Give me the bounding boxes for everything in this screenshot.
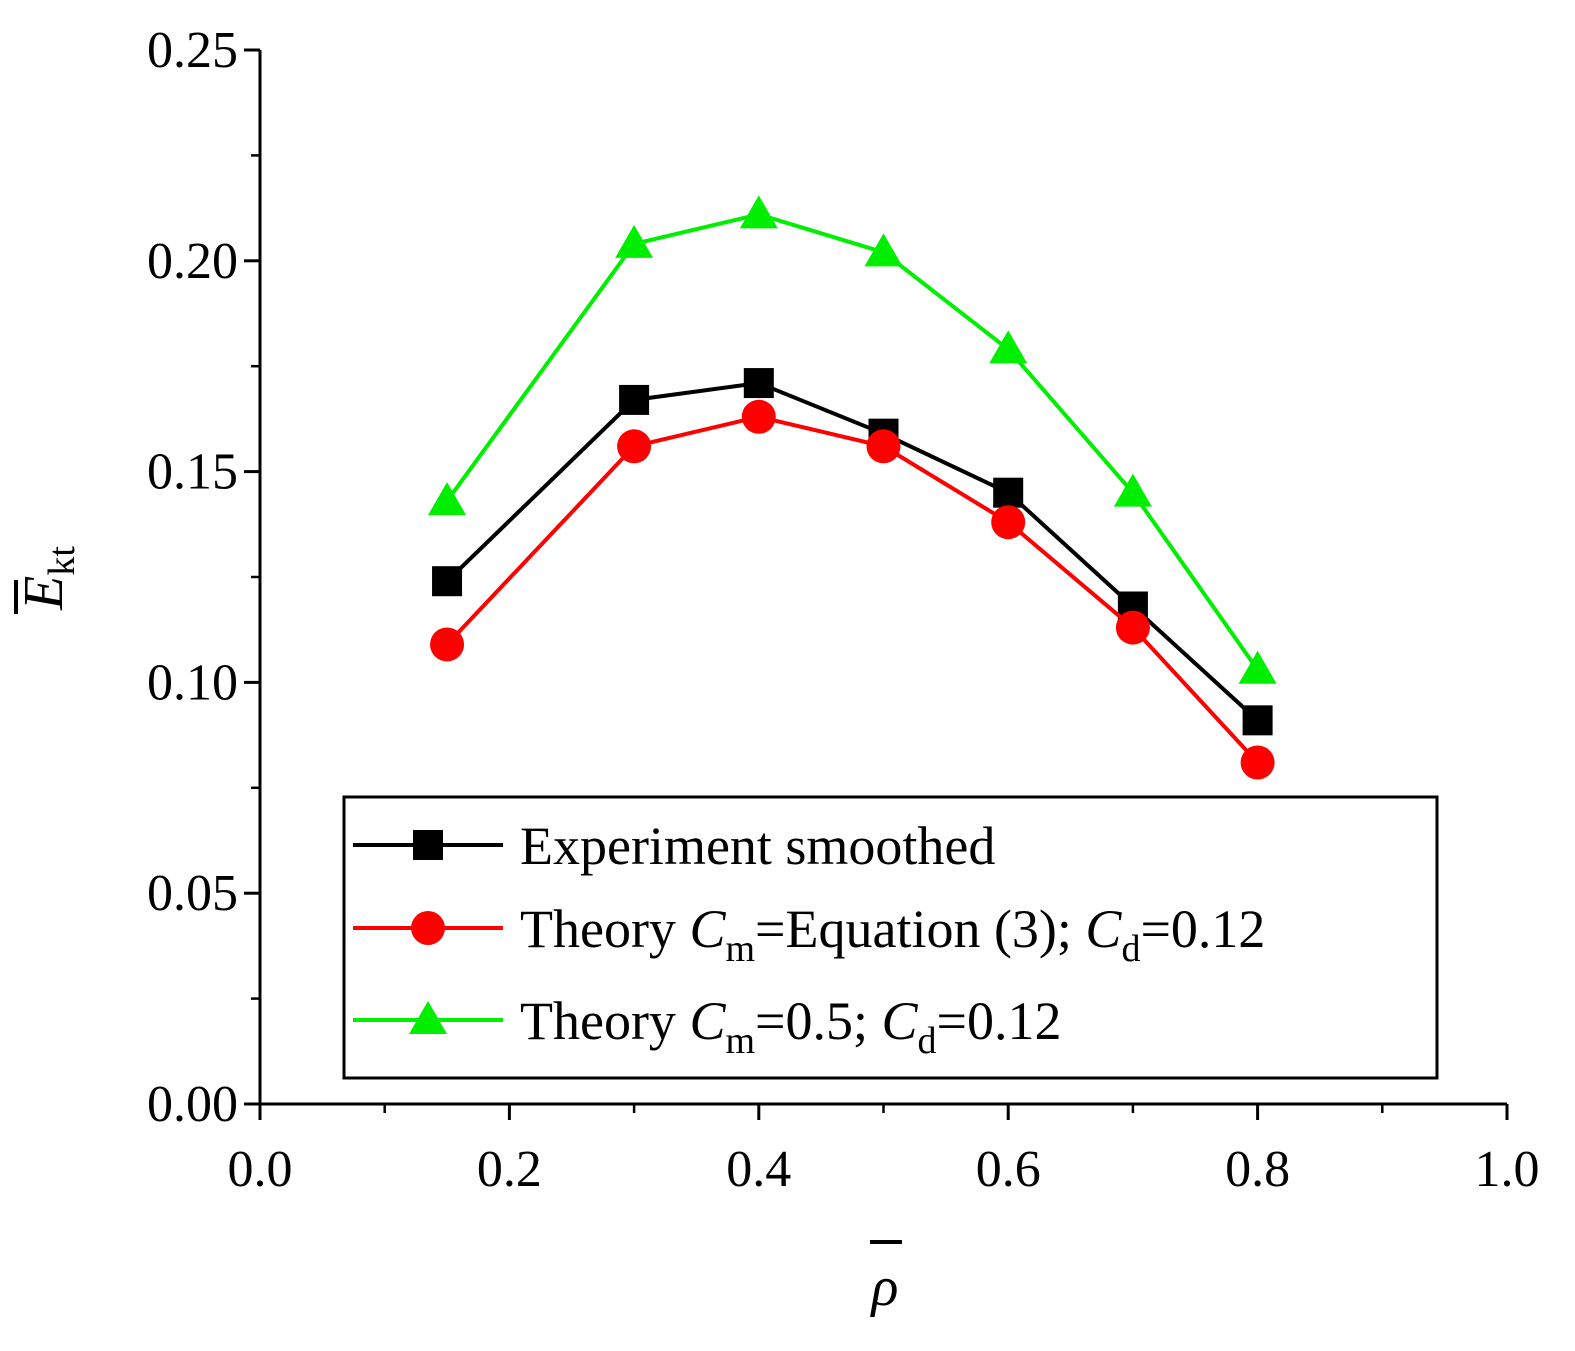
- data-point: [617, 429, 652, 464]
- data-point: [1242, 705, 1273, 736]
- y-axis-title: Ekt: [13, 546, 83, 611]
- x-tick-label: 0.0: [228, 1141, 293, 1198]
- data-point: [430, 627, 465, 662]
- legend-label-part: C: [882, 991, 919, 1051]
- data-point: [432, 566, 463, 597]
- legend-label-part: C: [689, 991, 726, 1051]
- x-tick-label: 0.8: [1225, 1141, 1290, 1198]
- legend-marker: [409, 1001, 447, 1034]
- x-tick-label: 0.4: [726, 1141, 791, 1198]
- y-axis-title-sub: kt: [41, 546, 83, 576]
- data-point: [866, 429, 901, 464]
- legend-entry-3: Theory Cm=0.5; Cd=0.12: [353, 991, 1062, 1062]
- data-point: [428, 482, 467, 516]
- legend-label-part: Experiment smoothed: [520, 816, 995, 876]
- legend-label-part: C: [689, 899, 726, 959]
- axes-group: 0.00 0.05 0.10 0.15 0.20 0.25 0.0 0.2 0.4 0.6 0.8 1…: [147, 22, 1540, 1198]
- data-point: [1240, 745, 1275, 780]
- legend-label-subscript: m: [725, 1020, 755, 1062]
- data-point: [741, 399, 776, 434]
- series-group: [428, 195, 1277, 780]
- legend-label: Theory Cm=Equation (3); Cd=0.12: [520, 899, 1265, 970]
- data-point: [739, 195, 778, 229]
- legend-label-part: =0.5;: [755, 991, 881, 1051]
- legend-entry-1: Experiment smoothed: [353, 816, 995, 876]
- legend-marker: [411, 911, 445, 945]
- x-tick-label: 0.2: [477, 1141, 542, 1198]
- series-line: [445, 414, 1260, 764]
- legend-box: [342, 795, 1439, 1080]
- series-1: [432, 368, 1273, 736]
- x-axis-title: ρ: [870, 1256, 899, 1318]
- y-tick-label: 0.10: [147, 654, 238, 711]
- data-point: [743, 368, 774, 399]
- data-point: [1238, 650, 1277, 684]
- series-3: [428, 195, 1277, 684]
- series-2: [430, 399, 1275, 780]
- data-point: [989, 330, 1028, 364]
- legend-label-part: =0.12: [1140, 899, 1265, 959]
- data-point: [1113, 473, 1152, 507]
- y-tick-label: 0.05: [147, 865, 238, 922]
- legend-label-part: =0.12: [937, 991, 1062, 1051]
- y-tick-label: 0.15: [147, 444, 238, 501]
- legend-label-part: Theory: [520, 991, 689, 1051]
- legend-label: Experiment smoothed: [520, 816, 995, 876]
- legend-label-subscript: m: [725, 928, 755, 970]
- x-tick-label: 1.0: [1475, 1141, 1540, 1198]
- y-tick-label: 0.25: [147, 22, 238, 79]
- y-tick-label: 0.20: [147, 233, 238, 290]
- axis-titles: ρ Ekt: [13, 546, 902, 1318]
- data-point: [993, 477, 1024, 508]
- legend-label-subscript: d: [918, 1020, 937, 1062]
- y-tick-label: 0.00: [147, 1076, 238, 1133]
- data-point: [615, 224, 654, 258]
- legend-entry-2: Theory Cm=Equation (3); Cd=0.12: [353, 899, 1265, 970]
- y-axis-title-main: E: [13, 576, 75, 611]
- data-point: [864, 233, 903, 267]
- y-axis-title-group: Ekt: [13, 546, 83, 614]
- x-tick-label: 0.6: [976, 1141, 1041, 1198]
- legend-label-part: Theory: [520, 899, 689, 959]
- data-point: [1115, 610, 1150, 645]
- legend-label-part: =Equation (3);: [755, 899, 1085, 959]
- data-point: [619, 384, 650, 415]
- series-line: [445, 381, 1259, 722]
- data-point: [991, 505, 1026, 540]
- legend-label-subscript: d: [1121, 928, 1140, 970]
- legend-label-part: C: [1085, 899, 1122, 959]
- legend-marker: [413, 830, 443, 860]
- legend-label: Theory Cm=0.5; Cd=0.12: [520, 991, 1062, 1062]
